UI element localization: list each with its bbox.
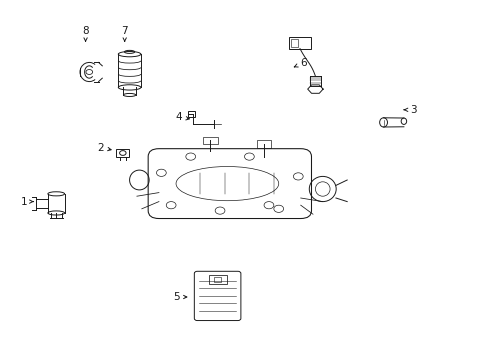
Bar xyxy=(116,149,129,157)
Text: 8: 8 xyxy=(82,26,89,41)
Bar xyxy=(288,37,310,49)
Text: 5: 5 xyxy=(172,292,186,302)
Bar xyxy=(290,39,297,47)
Bar xyxy=(256,140,271,148)
Bar xyxy=(187,111,194,117)
Bar xyxy=(203,137,217,144)
Bar xyxy=(214,277,221,282)
Text: 2: 2 xyxy=(97,143,111,153)
Text: 4: 4 xyxy=(175,112,189,122)
Text: 3: 3 xyxy=(403,105,416,115)
Text: 1: 1 xyxy=(21,197,33,207)
Bar xyxy=(208,275,226,284)
Text: 7: 7 xyxy=(121,26,128,41)
Text: 6: 6 xyxy=(294,58,306,68)
